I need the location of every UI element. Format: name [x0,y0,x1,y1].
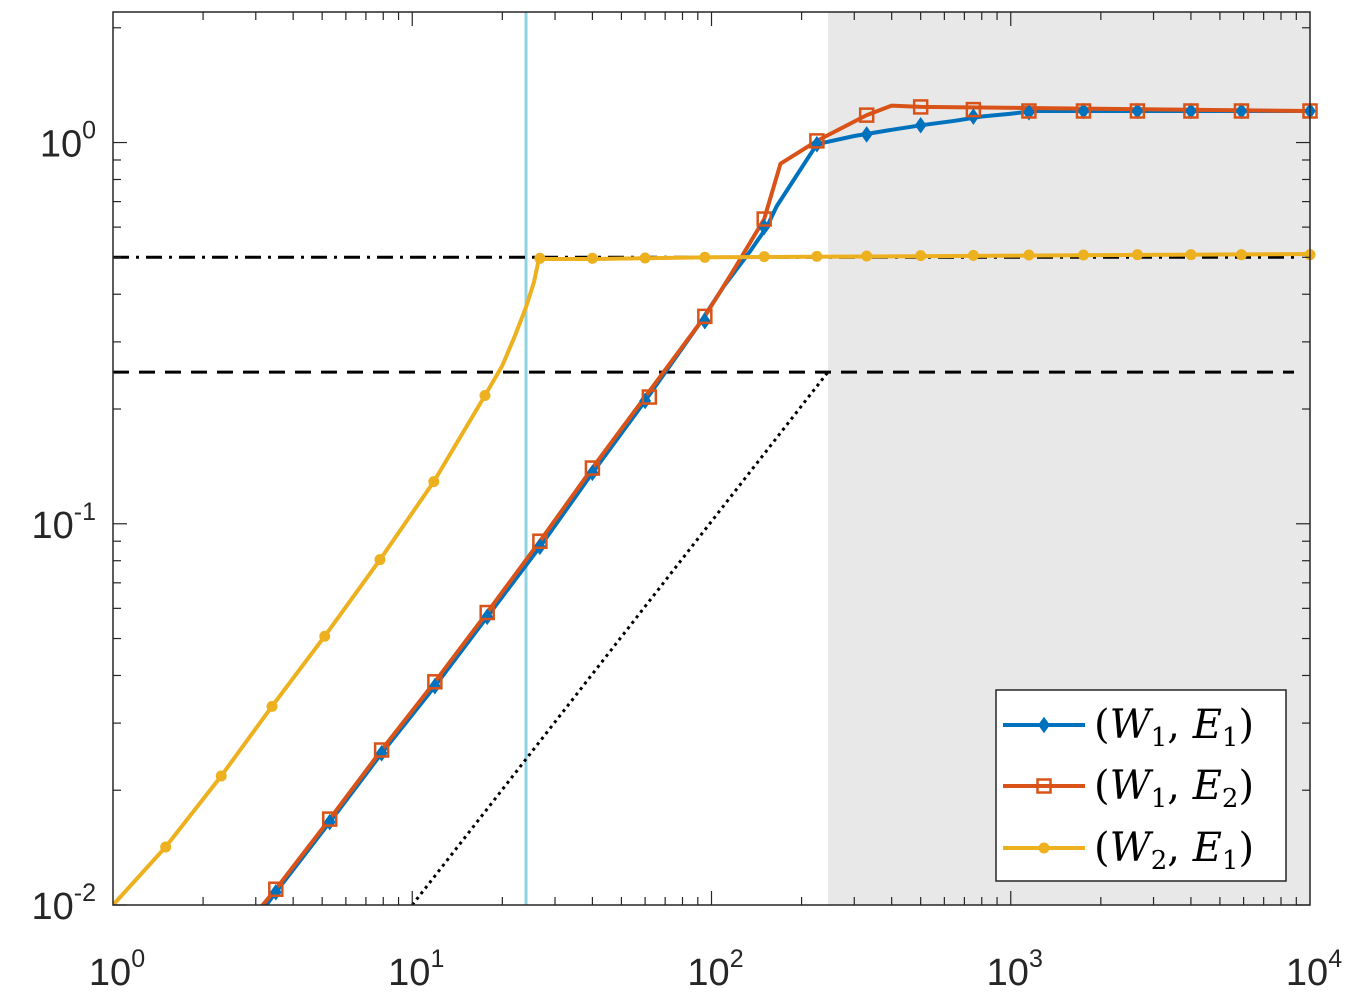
data-point [1129,103,1146,119]
data-point [756,211,772,227]
legend-label: (W1, E2) [1094,763,1254,814]
data-point [215,770,227,782]
data-point [1023,249,1035,261]
data-point [1131,249,1143,261]
data-point [860,126,873,143]
data-point [699,251,711,263]
data-point [1075,103,1092,119]
y-tick-label: 10-2 [31,879,96,928]
legend-label: (W1, E1) [1094,702,1254,753]
legend-item: (W1, E2) [1003,763,1254,814]
data-point [586,252,598,264]
legend-item: (W1, E1) [1003,702,1254,753]
reference-line-segment-dotted [411,371,830,905]
legend-marker [1038,716,1050,734]
legend-marker [1038,842,1050,854]
legend-marker [1036,778,1052,794]
data-point [698,312,711,330]
series-lines-layer [113,103,1310,905]
data-point [266,700,278,712]
legend-item: (W2, E1) [1003,825,1254,876]
legend-marker-swatch [1038,716,1050,734]
data-point [809,133,825,149]
data-point [160,841,172,853]
series-line-1 [263,109,1310,905]
data-point [428,476,440,488]
x-tick-label: 100 [89,945,145,994]
series-line-3 [113,252,1310,905]
data-point [1183,103,1199,119]
legend-label: (W2, E1) [1094,825,1254,876]
legend-marker-swatch [1036,778,1052,794]
data-point [811,250,823,262]
data-point [532,533,548,549]
y-tick-label: 100 [40,117,96,166]
data-point [534,252,546,264]
data-point [427,674,443,690]
data-point [428,677,441,695]
data-point [697,308,713,325]
data-point [914,116,927,134]
y-tick-label: 10-1 [31,498,96,547]
axes-layer [112,11,1311,906]
data-point [374,554,386,566]
data-point [1235,249,1247,261]
tick-labels-layer: 100 101 102 103 104 10-2 10-1 100 [31,117,1342,994]
data-point [268,881,284,897]
data-point [1077,249,1089,261]
data-point [479,604,495,621]
data-point [967,249,979,261]
data-point [321,811,338,827]
data-point [584,460,601,476]
data-point [373,742,390,758]
data-point [641,389,658,405]
data-point [481,608,494,626]
x-tick-label: 104 [1286,945,1342,994]
data-point [1021,103,1037,119]
data-point [858,107,875,123]
x-tick-label: 101 [388,945,444,994]
data-point [639,252,651,264]
x-tick-label: 102 [687,945,743,994]
data-point [479,390,491,402]
series-line-2 [260,103,1310,905]
data-point [861,250,873,262]
data-point [1022,104,1035,121]
legend-marker-swatch [1038,842,1050,854]
data-point [319,630,331,642]
reference-lines-layer [113,12,1294,905]
data-point [965,101,982,118]
data-point [758,251,770,263]
plot-area: 100 101 102 103 104 10-2 10-1 100 [31,11,1342,994]
data-point [915,250,927,262]
series-markers-layer [160,99,1318,901]
data-point [586,464,599,482]
data-point [1233,103,1250,119]
data-point [1185,249,1197,261]
legend: (W1, E1) (W1, E2) (W2, E1) [995,689,1287,882]
x-tick-label: 103 [987,945,1043,994]
data-point [912,99,929,115]
